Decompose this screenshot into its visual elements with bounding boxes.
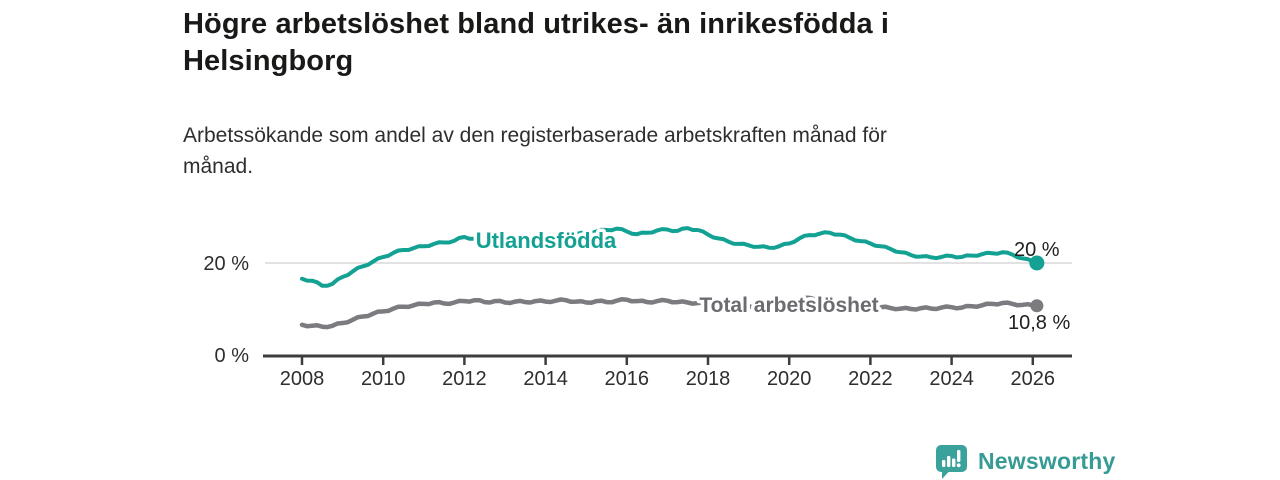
exclamation-bar <box>957 450 961 462</box>
x-tick-label: 2020 <box>767 368 812 390</box>
x-tick-label: 2022 <box>848 368 893 390</box>
x-tick-label: 2014 <box>523 368 568 390</box>
title-line-1: Högre arbetslöshet bland utrikes- än inr… <box>183 8 890 40</box>
x-tick-label: 2012 <box>442 368 487 390</box>
x-axis-ticks: 2008 2010 2012 2014 2016 2018 2020 2022 2024 2026 <box>280 357 1055 390</box>
series-label-total-arbetsloshet: Total arbetslöshet <box>699 294 878 317</box>
series-line-1 <box>299 295 1040 330</box>
newsworthy-logo: Newsworthy <box>933 443 1115 479</box>
x-tick-label: 2018 <box>686 368 731 390</box>
end-value-utlandsfodda: 20 % <box>1014 239 1060 261</box>
end-dot-utlandsfodda <box>1029 255 1045 271</box>
y-axis-label-20: 20 % <box>203 253 249 275</box>
chart-subtitle: Arbetssökande som andel av den registerb… <box>183 120 1083 182</box>
x-tick-label: 2016 <box>605 368 650 390</box>
page-title: Högre arbetslöshet bland utrikes- än inr… <box>183 6 1083 80</box>
series-label-utlandsfodda: Utlandsfödda <box>476 228 617 253</box>
x-tick-label: 2026 <box>1011 368 1056 390</box>
series-lines <box>299 226 1040 330</box>
newsworthy-bubble-chart-icon <box>936 445 967 479</box>
speech-bubble-shape <box>936 445 967 479</box>
exclamation-dot <box>956 463 961 468</box>
y-axis-label-0: 0 % <box>215 345 250 367</box>
subtitle-line-1: Arbetssökande som andel av den registerb… <box>183 124 887 147</box>
series-line-0 <box>300 226 1039 288</box>
x-tick-label: 2010 <box>361 368 406 390</box>
x-tick-label: 2008 <box>280 368 325 390</box>
end-dot-total <box>1030 299 1044 313</box>
x-tick-label: 2024 <box>929 368 974 390</box>
title-line-2: Helsingborg <box>183 45 354 77</box>
subtitle-line-2: månad. <box>183 155 254 178</box>
newsworthy-wordmark: Newsworthy <box>978 447 1116 474</box>
end-value-total: 10,8 % <box>1008 312 1070 334</box>
bar-chart-glyph <box>942 450 961 468</box>
